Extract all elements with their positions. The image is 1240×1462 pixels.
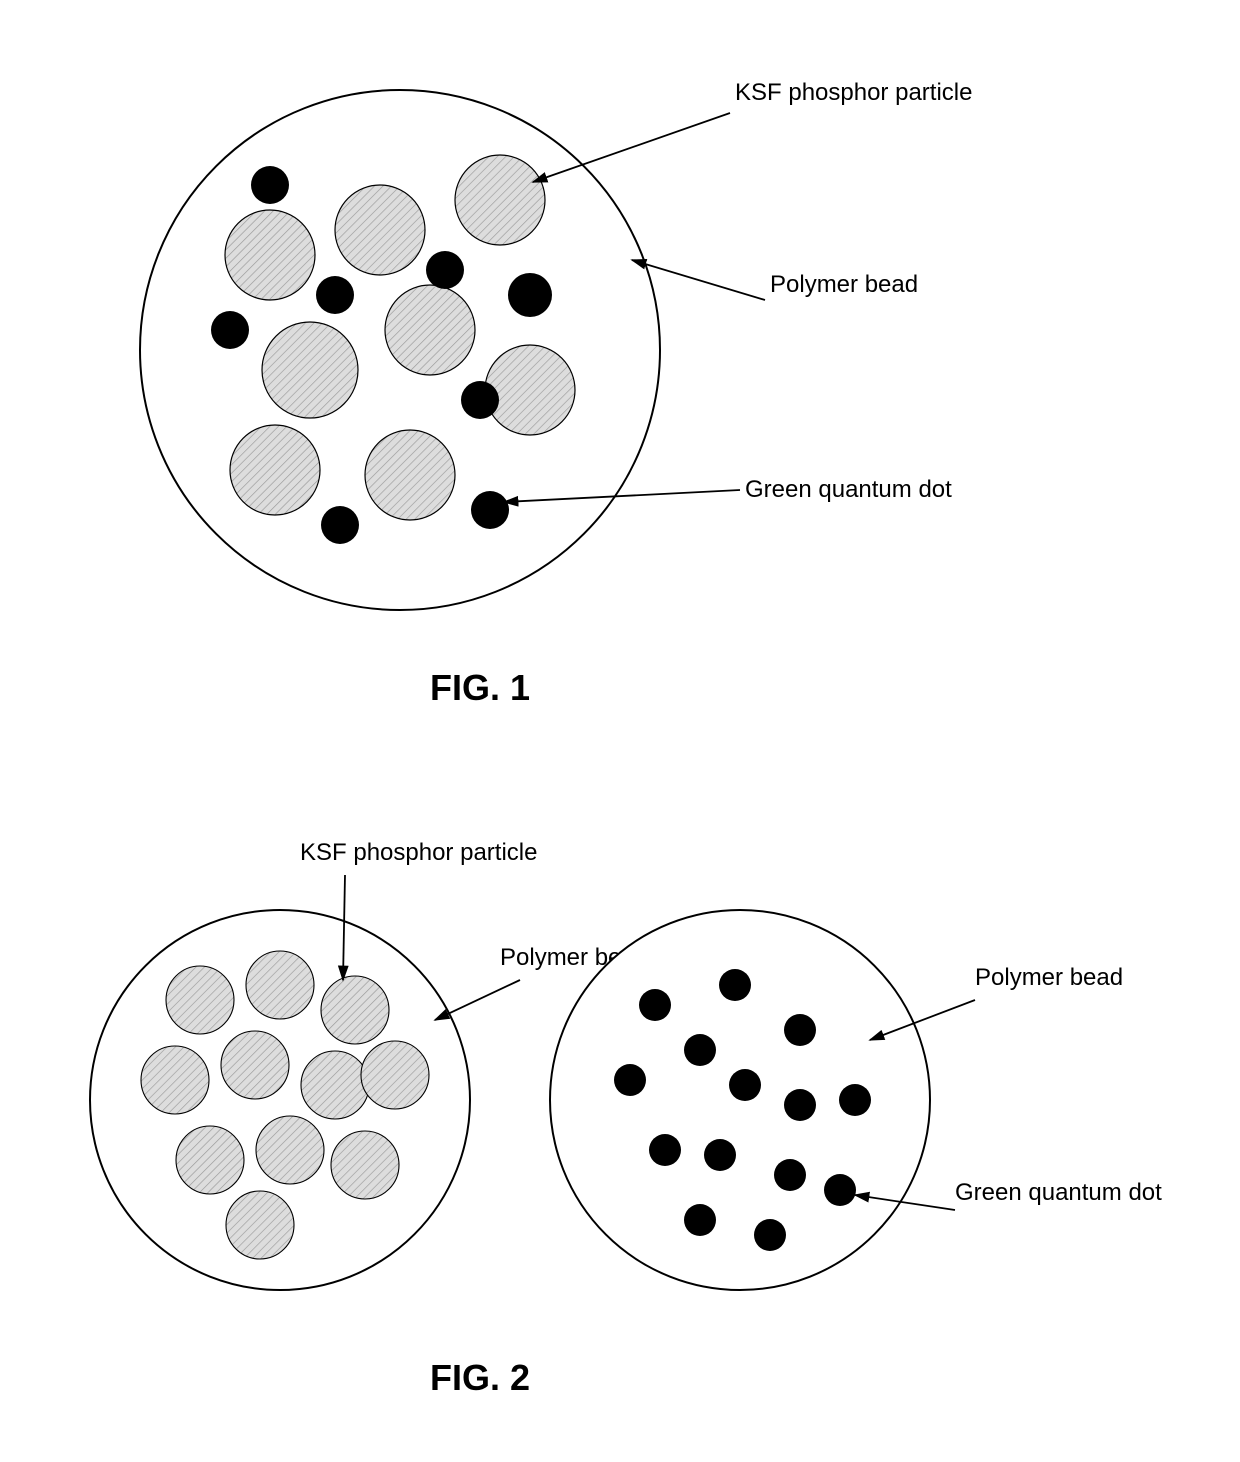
fig1-ksf-particle-0 <box>225 210 315 300</box>
fig2-right-label-qd: Green quantum dot <box>955 1179 1162 1206</box>
diagram-svg: KSF phosphor particle Polymer bead Green q… <box>0 0 1240 1462</box>
fig1-quantum-dot-6 <box>321 506 359 544</box>
fig2-left-ksf-particle-7 <box>176 1126 244 1194</box>
fig2-right-quantum-dot-8 <box>649 1134 681 1166</box>
fig2-right-quantum-dot-10 <box>774 1159 806 1191</box>
fig2-left-label-ksf: KSF phosphor particle <box>300 839 537 866</box>
fig2-left-ksf-particle-5 <box>301 1051 369 1119</box>
fig1-quantum-dot-4 <box>461 381 499 419</box>
fig1-quantum-dot-3 <box>426 251 464 289</box>
fig2-left-ksf-particle-2 <box>321 976 389 1044</box>
fig2-right-quantum-dot-9 <box>704 1139 736 1171</box>
fig2-left-ksf-particle-1 <box>246 951 314 1019</box>
fig1-ksf-particle-7 <box>485 345 575 435</box>
fig1-quantum-dot-7 <box>471 491 509 529</box>
fig2-right-quantum-dot-7 <box>839 1084 871 1116</box>
fig1-quantum-dot-2 <box>316 276 354 314</box>
fig2-right-quantum-dot-2 <box>784 1014 816 1046</box>
fig1-ksf-particle-3 <box>262 322 358 418</box>
fig1-quantum-dot-1 <box>211 311 249 349</box>
fig1-ksf-particle-4 <box>385 285 475 375</box>
fig1-label-polymer: Polymer bead <box>770 271 918 298</box>
fig1-quantum-dot-5 <box>508 273 552 317</box>
fig2-right-label-polymer: Polymer bead <box>975 964 1123 991</box>
fig1-ksf-particle-5 <box>230 425 320 515</box>
fig2-right-quantum-dot-13 <box>754 1219 786 1251</box>
fig2-left-ksf-particle-8 <box>256 1116 324 1184</box>
fig1-ksf-particle-1 <box>335 185 425 275</box>
fig2-left-ksf-particle-10 <box>226 1191 294 1259</box>
fig2-left-ksf-particle-6 <box>361 1041 429 1109</box>
fig2-left-ksf-particle-3 <box>141 1046 209 1114</box>
fig2-left-ksf-particle-4 <box>221 1031 289 1099</box>
fig1-label-qd: Green quantum dot <box>745 476 952 503</box>
fig2-right-quantum-dot-11 <box>824 1174 856 1206</box>
fig2-caption: FIG. 2 <box>430 1357 530 1398</box>
fig1-quantum-dot-0 <box>251 166 289 204</box>
fig2-left-arrow-polymer <box>435 980 520 1020</box>
fig2-left-ksf-particle-0 <box>166 966 234 1034</box>
fig2-right-quantum-dot-5 <box>729 1069 761 1101</box>
fig2-right-quantum-dot-3 <box>614 1064 646 1096</box>
fig2-right-quantum-dot-6 <box>784 1089 816 1121</box>
fig2-right-quantum-dot-1 <box>719 969 751 1001</box>
diagram-page: KSF phosphor particle Polymer bead Green q… <box>0 0 1240 1462</box>
fig2-left-ksf-particle-9 <box>331 1131 399 1199</box>
fig1-ksf-particle-2 <box>455 155 545 245</box>
fig2-right-quantum-dot-12 <box>684 1204 716 1236</box>
fig1-ksf-particle-6 <box>365 430 455 520</box>
fig2-right-quantum-dot-4 <box>684 1034 716 1066</box>
fig1-caption: FIG. 1 <box>430 667 530 708</box>
fig2-right-quantum-dot-0 <box>639 989 671 1021</box>
fig1-label-ksf: KSF phosphor particle <box>735 79 972 106</box>
